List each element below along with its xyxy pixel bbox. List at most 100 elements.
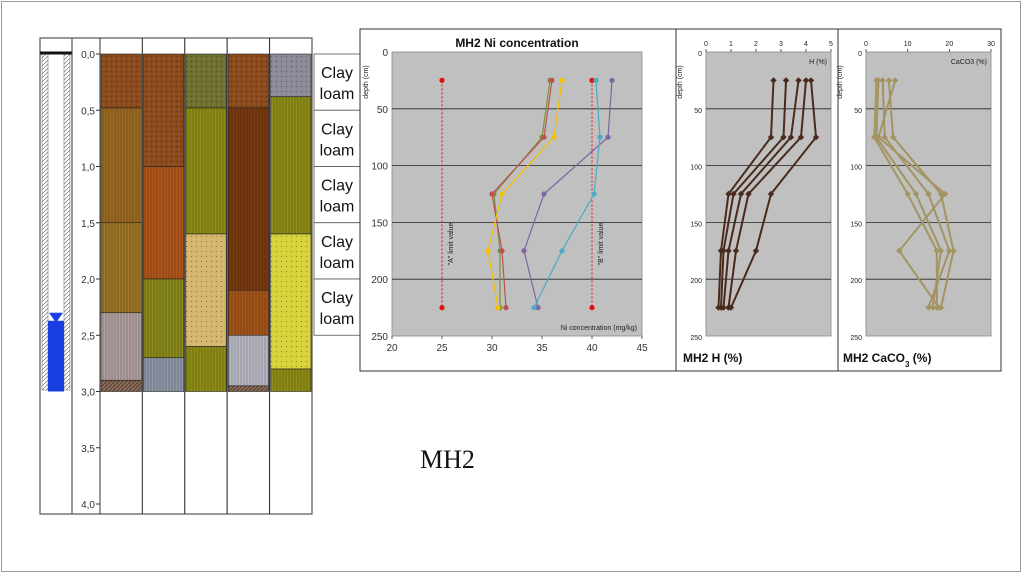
- data-point: [549, 77, 555, 83]
- limit-point: [589, 77, 595, 83]
- data-point: [875, 77, 882, 84]
- soil-profile-columns: [99, 37, 313, 515]
- chart-title: MH2 H (%): [683, 351, 742, 365]
- depth-tick-label: 1,0: [81, 163, 95, 174]
- data-point: [782, 77, 790, 84]
- data-point: [535, 305, 541, 311]
- data-point: [752, 247, 760, 254]
- data-point: [896, 247, 903, 254]
- data-point: [787, 134, 795, 141]
- y-tick-label: 100: [690, 165, 702, 172]
- groundwater-column: [48, 320, 64, 392]
- y-axis-label: depth (cm): [677, 65, 684, 98]
- data-point: [780, 134, 787, 141]
- y-tick-label: 200: [690, 278, 702, 285]
- data-point: [720, 247, 727, 254]
- depth-tick-label: 2,5: [81, 331, 95, 342]
- soil-column: [184, 37, 228, 515]
- data-point: [933, 247, 941, 254]
- y-tick-label: 150: [371, 218, 388, 229]
- data-point: [767, 190, 775, 198]
- data-point: [551, 134, 557, 140]
- data-point: [925, 304, 932, 311]
- data-point: [521, 248, 527, 254]
- chart-h-percent: 0 50 100 150 200 250 0 1 2 3 4 5 depth (cm) H (%) MH2 …: [675, 28, 839, 372]
- y-tick-label: 250: [850, 335, 862, 342]
- soil-column: [269, 37, 313, 515]
- data-point: [795, 77, 802, 84]
- data-series: [531, 77, 603, 311]
- data-point: [531, 305, 537, 311]
- data-point: [797, 134, 805, 141]
- data-point: [559, 77, 565, 83]
- depth-tick-label: 0,0: [81, 50, 95, 61]
- borehole-casing-left: [41, 53, 49, 391]
- data-point: [485, 248, 491, 254]
- y-axis-label: depth (cm): [363, 65, 370, 98]
- y-tick-label: 200: [371, 275, 388, 286]
- y-tick-label: 150: [850, 221, 862, 228]
- data-point: [605, 134, 611, 140]
- x-tick-label: 25: [436, 343, 448, 354]
- data-point: [725, 190, 732, 198]
- chart-caco3-percent: 0 50 100 150 200 250 0 10 20 30 depth (cm) CaCO3 (%…: [837, 28, 1002, 372]
- soil-label-line: Clay: [321, 234, 353, 251]
- data-series: [720, 77, 802, 311]
- soil-column: [226, 37, 271, 515]
- soil-label-line: loam: [320, 86, 355, 103]
- water-level-marker-icon: [49, 312, 63, 323]
- data-point: [593, 77, 599, 83]
- soil-label-line: loam: [320, 199, 355, 216]
- data-series: [875, 77, 949, 311]
- depth-tick-label: 1,5: [81, 219, 95, 230]
- data-point: [879, 77, 886, 84]
- data-series: [727, 77, 820, 311]
- soil-column: [99, 37, 143, 515]
- data-point: [559, 248, 565, 254]
- depth-tick-label: 4,0: [81, 500, 95, 511]
- data-point: [745, 190, 752, 198]
- x-tick-label: 20: [386, 343, 398, 354]
- data-point: [737, 190, 745, 198]
- data-point: [597, 134, 603, 140]
- depth-tick-label: 3,5: [81, 444, 95, 455]
- data-point: [499, 191, 505, 197]
- data-point: [727, 304, 735, 311]
- borehole-casing-right: [63, 53, 71, 391]
- x-tick-label: 2: [754, 41, 758, 48]
- data-series: [873, 77, 945, 311]
- data-point: [875, 134, 882, 141]
- soil-label-line: loam: [320, 142, 355, 159]
- x-tick-label: 10: [904, 41, 912, 48]
- y-tick-label: 0: [698, 51, 702, 58]
- x-tick-label: 40: [586, 343, 598, 354]
- x-tick-label: 4: [804, 41, 808, 48]
- soil-label-line: Clay: [321, 65, 353, 82]
- data-point: [937, 247, 945, 254]
- soil-labels: Clay loam Clay loam Clay loam Clay loam Clay loam: [313, 53, 361, 336]
- limit-point: [439, 305, 445, 311]
- data-series: [485, 77, 565, 311]
- chart-title: MH2 CaCO3 (%): [843, 351, 931, 369]
- soil-label-box: Clay loam: [313, 166, 361, 224]
- soil-label-line: loam: [320, 255, 355, 272]
- y-axis-label: depth (cm): [837, 65, 844, 98]
- data-point: [499, 248, 505, 254]
- x-tick-label: 20: [945, 41, 953, 48]
- data-point: [946, 247, 953, 254]
- soil-label-line: loam: [320, 311, 355, 328]
- chart-title: MH2 Ni concentration: [455, 36, 578, 50]
- x-tick-label: 35: [536, 343, 548, 354]
- limit-point: [439, 77, 445, 83]
- data-point: [881, 134, 888, 141]
- data-point: [912, 190, 920, 198]
- data-point: [489, 191, 495, 197]
- data-series: [521, 77, 615, 311]
- soil-label-box: Clay loam: [313, 278, 361, 336]
- x-tick-label: 45: [636, 343, 648, 354]
- y-tick-label: 0: [382, 48, 388, 59]
- limit-point: [589, 305, 595, 311]
- data-point: [541, 191, 547, 197]
